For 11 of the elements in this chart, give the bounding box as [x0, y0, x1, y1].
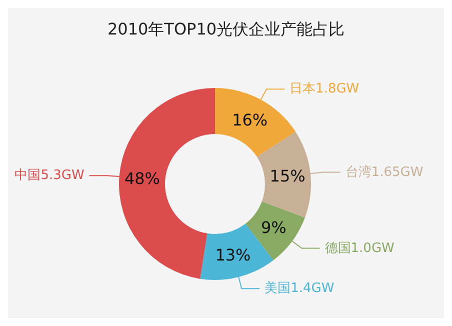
- slice-label: 德国1.0GW: [324, 240, 395, 256]
- slice-label: 台湾1.65GW: [345, 164, 424, 180]
- slice-label: 美国1.4GW: [264, 280, 334, 296]
- data-label: 16%: [232, 110, 268, 130]
- data-label: 48%: [124, 168, 160, 188]
- slice-label: 中国5.3GW: [14, 168, 84, 184]
- slice-label: 日本1.8GW: [290, 82, 360, 97]
- data-label: 13%: [215, 245, 251, 264]
- data-label: 15%: [270, 166, 306, 186]
- data-label: 9%: [260, 218, 286, 237]
- chart-title: 2010年TOP10光伏企业产能占比: [107, 20, 345, 38]
